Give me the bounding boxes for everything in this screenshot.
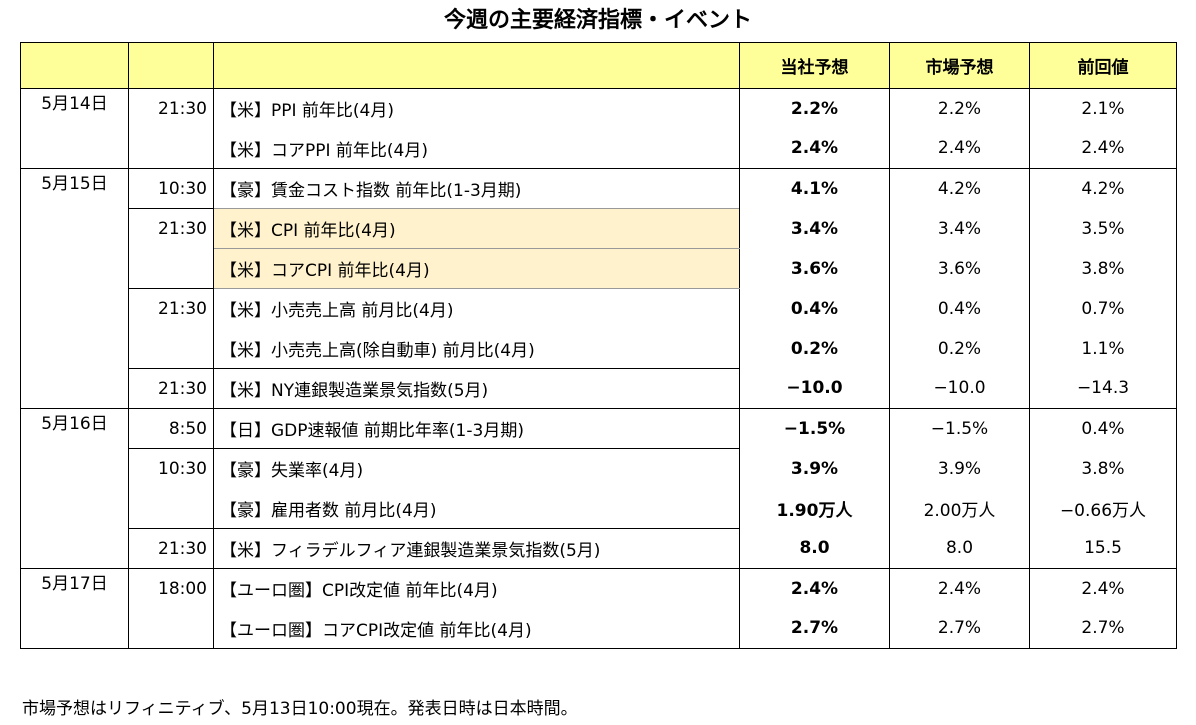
- previous-cell: 1.1%: [1029, 328, 1177, 369]
- market-cell: 2.2%: [889, 88, 1030, 129]
- time-cell: [128, 608, 214, 649]
- previous-cell: 3.8%: [1029, 448, 1177, 489]
- market-cell: 8.0: [889, 528, 1030, 569]
- header-row: 当社予想 市場予想 前回値: [20, 42, 1177, 89]
- table-row: 21:30 【米】小売売上高 前月比(4月) 0.4% 0.4% 0.7%: [21, 288, 1177, 329]
- event-cell: 【米】NY連銀製造業景気指数(5月): [213, 368, 740, 409]
- table-row: 5月15日 10:30 【豪】賃金コスト指数 前年比(1-3月期) 4.1% 4…: [20, 168, 1177, 409]
- previous-cell: 3.5%: [1029, 208, 1177, 249]
- table-row: 【豪】雇用者数 前月比(4月) 1.90万人 2.00万人 −0.66万人: [21, 488, 1177, 529]
- event-cell: 【豪】失業率(4月): [213, 448, 740, 489]
- event-cell-highlighted: 【米】コアCPI 前年比(4月): [213, 248, 740, 289]
- forecast-cell: −1.5%: [739, 408, 890, 449]
- market-cell: 0.4%: [889, 288, 1030, 329]
- time-cell: 8:50: [128, 408, 214, 449]
- table-row: 【米】小売売上高(除自動車) 前月比(4月) 0.2% 0.2% 1.1%: [21, 328, 1177, 369]
- event-cell: 【豪】雇用者数 前月比(4月): [213, 488, 740, 529]
- time-cell: 10:30: [128, 168, 214, 209]
- market-cell: 4.2%: [889, 168, 1030, 209]
- date-cell: 5月16日: [20, 408, 129, 569]
- forecast-cell: 3.4%: [739, 208, 890, 249]
- previous-cell: 3.8%: [1029, 248, 1177, 289]
- previous-cell: 15.5: [1029, 528, 1177, 569]
- table-row: 【米】コアCPI 前年比(4月) 3.6% 3.6% 3.8%: [21, 248, 1177, 289]
- previous-cell: 2.4%: [1029, 128, 1177, 169]
- previous-cell: 2.4%: [1029, 568, 1177, 609]
- table-row: 5月14日 21:30 【米】PPI 前年比(4月) 2.2% 2.2% 2.1…: [20, 88, 1177, 169]
- time-cell: 21:30: [128, 368, 214, 409]
- event-cell: 【米】フィラデルフィア連銀製造業景気指数(5月): [213, 528, 740, 569]
- table-row: 5月17日 18:00 【ユーロ圏】CPI改定値 前年比(4月) 2.4% 2.…: [20, 568, 1177, 649]
- event-cell: 【米】小売売上高 前月比(4月): [213, 288, 740, 329]
- time-cell: 21:30: [128, 528, 214, 569]
- market-cell: −10.0: [889, 368, 1030, 409]
- time-cell: 18:00: [128, 568, 214, 609]
- page-title: 今週の主要経済指標・イベント: [443, 8, 752, 33]
- time-cell: 10:30: [128, 448, 214, 489]
- table-row: 5月16日 8:50 【日】GDP速報値 前期比年率(1-3月期) −1.5% …: [20, 408, 1177, 569]
- market-cell: 3.6%: [889, 248, 1030, 289]
- header-forecast: 当社予想: [739, 42, 890, 89]
- table-row: 21:30 【米】フィラデルフィア連銀製造業景気指数(5月) 8.0 8.0 1…: [21, 528, 1177, 569]
- event-cell-highlighted: 【米】CPI 前年比(4月): [213, 208, 740, 249]
- date-cell: 5月14日: [20, 88, 129, 169]
- event-cell: 【ユーロ圏】CPI改定値 前年比(4月): [213, 568, 740, 609]
- time-cell: 21:30: [128, 88, 214, 129]
- table-row: 【ユーロ圏】コアCPI改定値 前年比(4月) 2.7% 2.7% 2.7%: [21, 608, 1177, 649]
- event-cell: 【米】PPI 前年比(4月): [213, 88, 740, 129]
- previous-cell: −14.3: [1029, 368, 1177, 409]
- time-cell: [128, 128, 214, 169]
- market-cell: 2.7%: [889, 608, 1030, 649]
- event-cell: 【米】コアPPI 前年比(4月): [213, 128, 740, 169]
- event-cell: 【米】小売売上高(除自動車) 前月比(4月): [213, 328, 740, 369]
- previous-cell: 0.7%: [1029, 288, 1177, 329]
- table-row: 10:30 【豪】失業率(4月) 3.9% 3.9% 3.8%: [21, 448, 1177, 489]
- date-cell: 5月17日: [20, 568, 129, 649]
- market-cell: −1.5%: [889, 408, 1030, 449]
- market-cell: 2.00万人: [889, 488, 1030, 529]
- event-cell: 【ユーロ圏】コアCPI改定値 前年比(4月): [213, 608, 740, 649]
- table-row: 21:30 【米】NY連銀製造業景気指数(5月) −10.0 −10.0 −14…: [21, 368, 1177, 409]
- previous-cell: 4.2%: [1029, 168, 1177, 209]
- forecast-cell: 2.7%: [739, 608, 890, 649]
- forecast-cell: −10.0: [739, 368, 890, 409]
- previous-cell: −0.66万人: [1029, 488, 1177, 529]
- market-cell: 3.9%: [889, 448, 1030, 489]
- table-row: 21:30 【米】CPI 前年比(4月) 3.4% 3.4% 3.5%: [21, 208, 1177, 249]
- market-cell: 2.4%: [889, 128, 1030, 169]
- previous-cell: 2.7%: [1029, 608, 1177, 649]
- time-cell: 21:30: [128, 208, 214, 249]
- forecast-cell: 2.4%: [739, 568, 890, 609]
- previous-cell: 2.1%: [1029, 88, 1177, 129]
- event-cell: 【日】GDP速報値 前期比年率(1-3月期): [213, 408, 740, 449]
- market-cell: 3.4%: [889, 208, 1030, 249]
- header-previous: 前回値: [1029, 42, 1177, 89]
- forecast-cell: 2.4%: [739, 128, 890, 169]
- indicator-table: 当社予想 市場予想 前回値 5月14日 21:30 【米】PPI 前年比(4月)…: [20, 42, 1177, 649]
- forecast-cell: 0.2%: [739, 328, 890, 369]
- header-event: [213, 42, 740, 89]
- forecast-cell: 8.0: [739, 528, 890, 569]
- forecast-cell: 0.4%: [739, 288, 890, 329]
- forecast-cell: 4.1%: [739, 168, 890, 209]
- forecast-cell: 1.90万人: [739, 488, 890, 529]
- time-cell: 21:30: [128, 288, 214, 329]
- forecast-cell: 3.9%: [739, 448, 890, 489]
- market-cell: 0.2%: [889, 328, 1030, 369]
- header-time: [128, 42, 214, 89]
- event-cell: 【豪】賃金コスト指数 前年比(1-3月期): [213, 168, 740, 209]
- previous-cell: 0.4%: [1029, 408, 1177, 449]
- table-row: 【米】コアPPI 前年比(4月) 2.4% 2.4% 2.4%: [21, 128, 1177, 169]
- header-market: 市場予想: [889, 42, 1030, 89]
- footnote: 市場予想はリフィニティブ、5月13日10:00現在。発表日時は日本時間。: [22, 699, 578, 719]
- header-date: [20, 42, 129, 89]
- forecast-cell: 3.6%: [739, 248, 890, 289]
- forecast-cell: 2.2%: [739, 88, 890, 129]
- time-cell: [128, 488, 214, 529]
- time-cell: [128, 248, 214, 289]
- date-cell: 5月15日: [20, 168, 129, 409]
- time-cell: [128, 328, 214, 369]
- market-cell: 2.4%: [889, 568, 1030, 609]
